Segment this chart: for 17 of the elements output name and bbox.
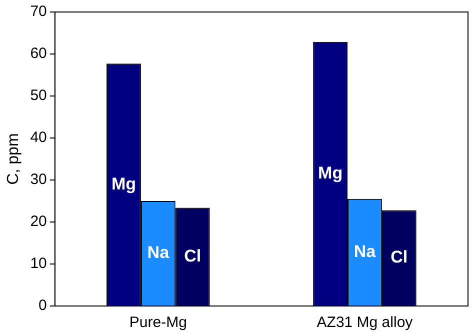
text: Cl [184, 246, 202, 266]
y-tick-label: 10 [30, 255, 47, 272]
y-tick-label: 0 [38, 297, 47, 314]
y-axis-title: C, ppm [5, 133, 22, 185]
series-label: Na [147, 242, 170, 262]
y-tick-label: 40 [30, 129, 47, 146]
text: Mg [318, 163, 343, 182]
y-tick-label: 60 [30, 45, 47, 62]
series-label: Cl [390, 248, 408, 267]
y-tick-label: 20 [30, 213, 47, 230]
text: Na [354, 242, 376, 261]
y-tick-label: 50 [30, 87, 47, 104]
y-tick-label: 30 [30, 171, 47, 188]
x-tick-label: Pure-Mg [129, 314, 187, 332]
series-label: Mg [111, 174, 136, 194]
x-tick-label: AZ31 Mg alloy [316, 314, 414, 332]
y-tick-label: 70 [30, 3, 47, 20]
